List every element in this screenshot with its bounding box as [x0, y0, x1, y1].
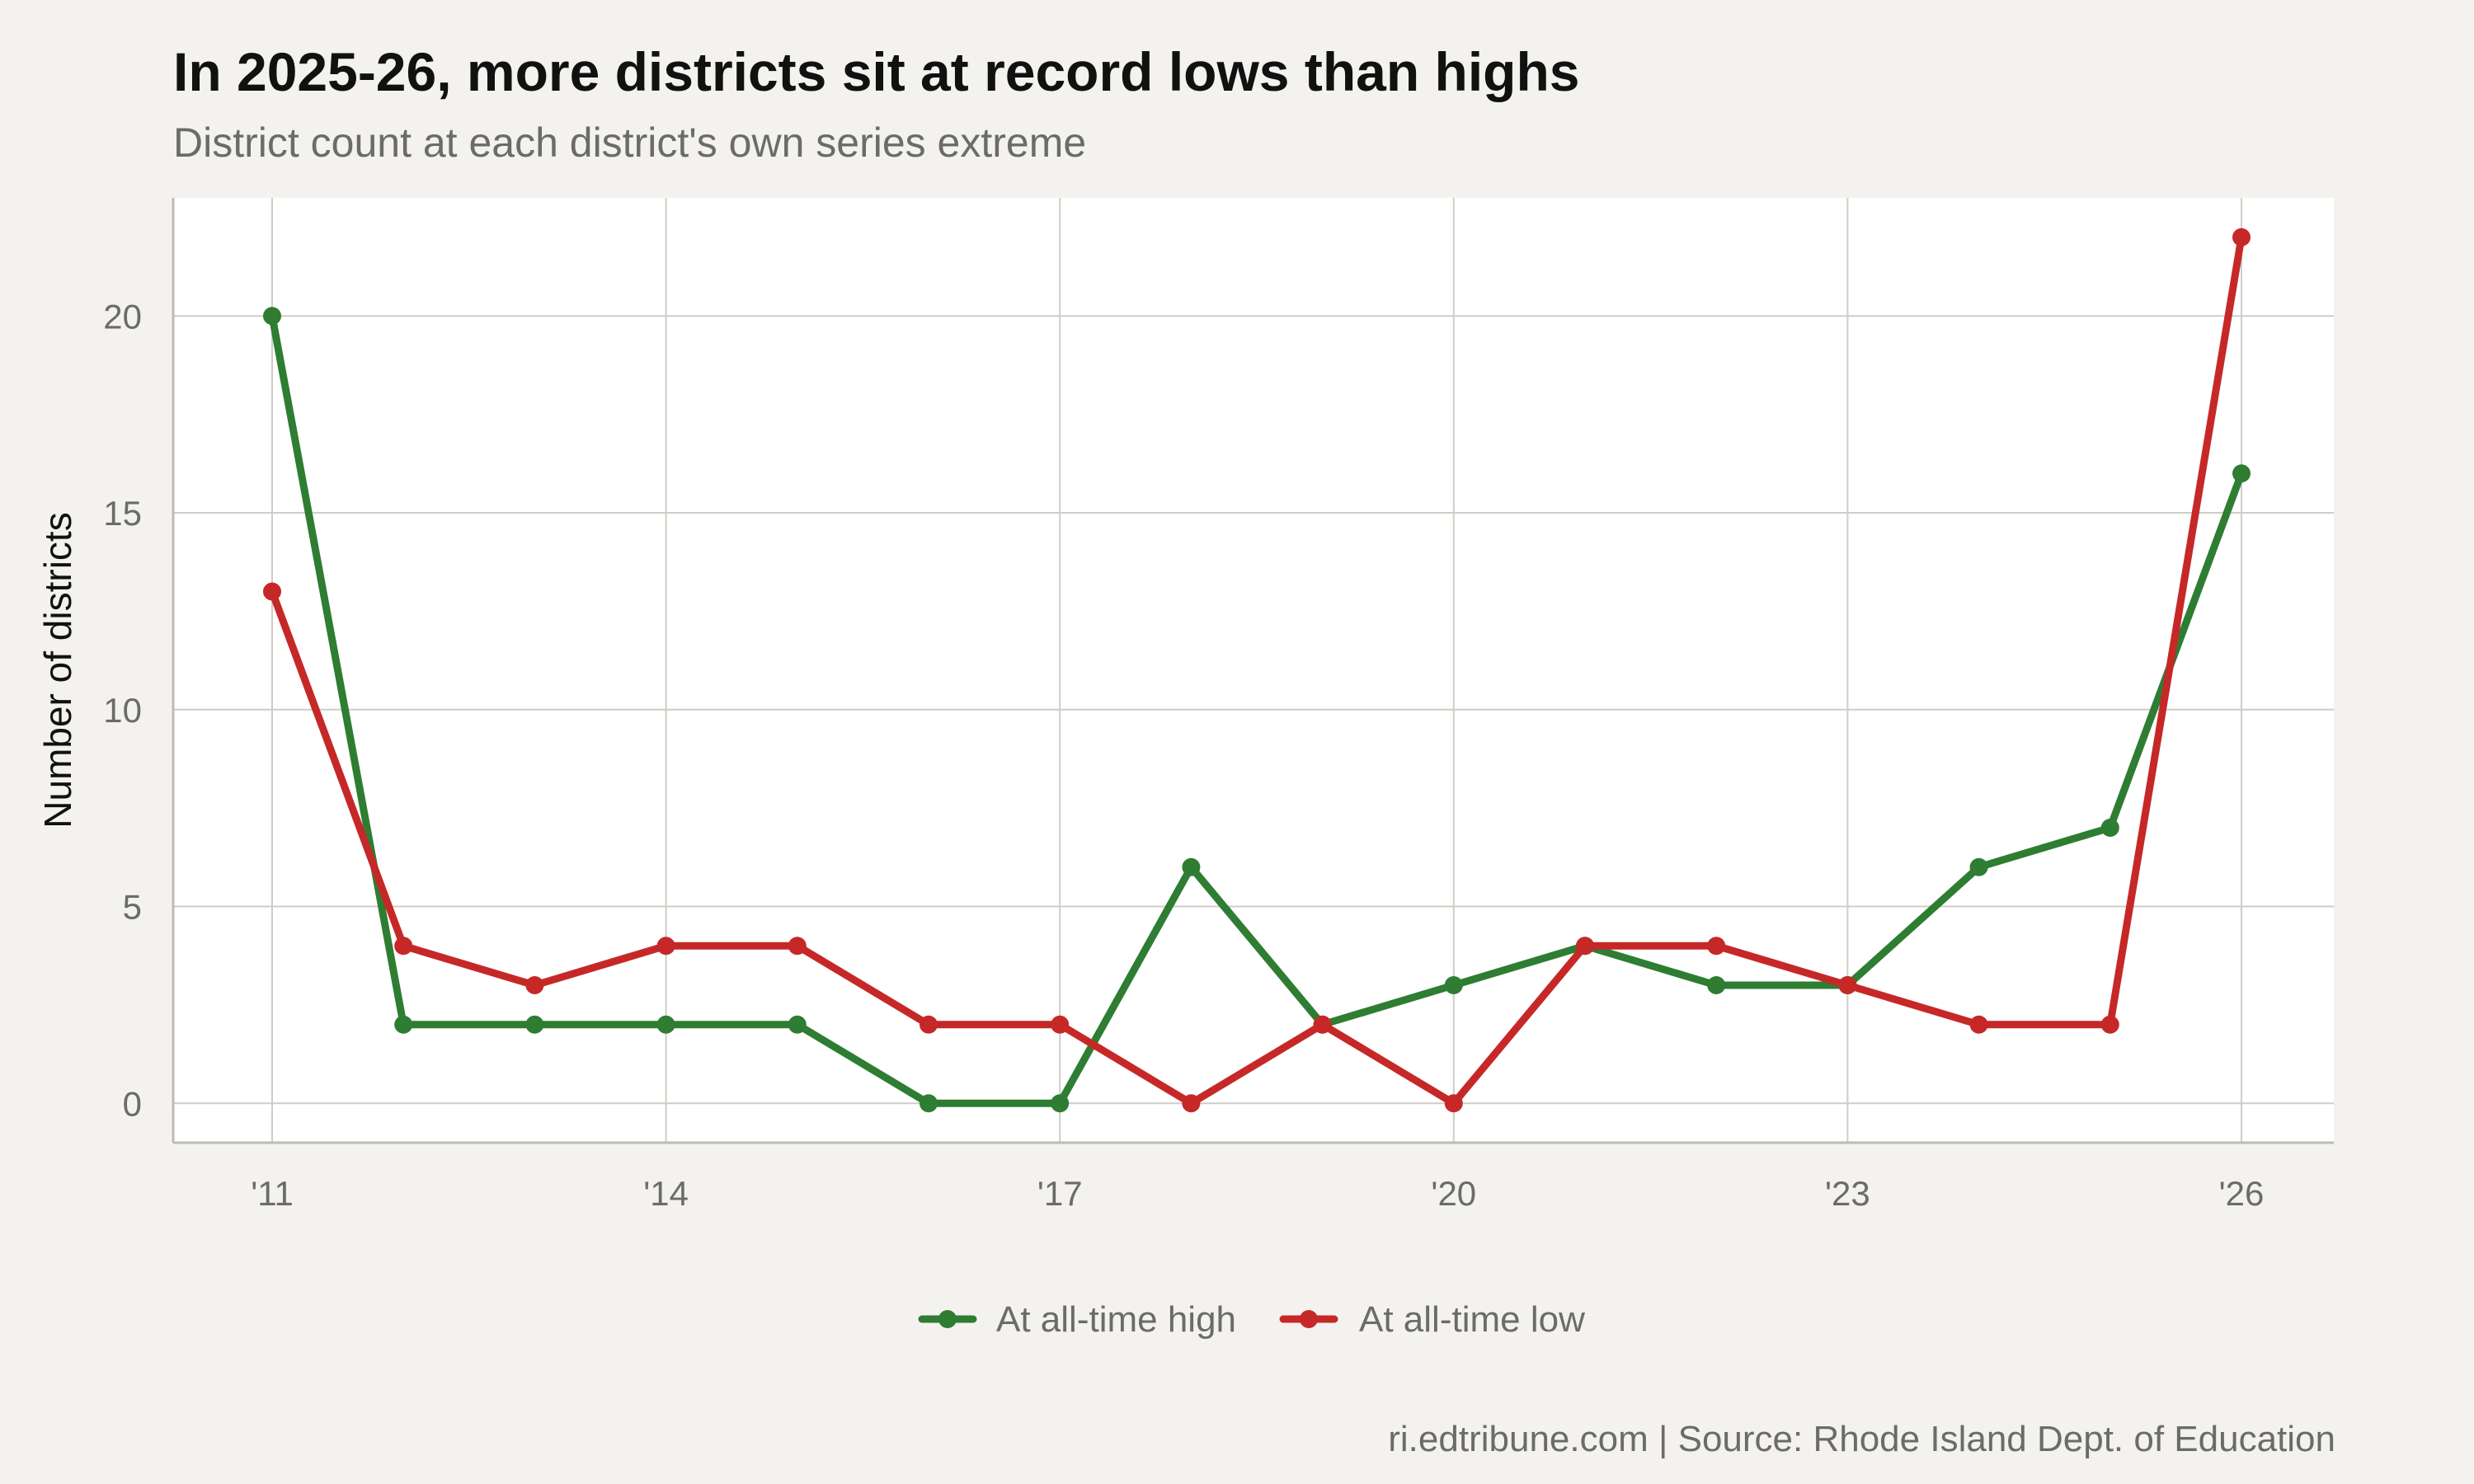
y-tick-label: 15: [103, 494, 142, 533]
y-tick-label: 10: [103, 691, 142, 730]
y-tick-label: 0: [123, 1084, 142, 1123]
series-line: [268, 312, 2246, 1107]
legend: At all-time high At all-time low: [918, 1299, 1585, 1340]
chart-caption: ri.edtribune.com | Source: Rhode Island …: [1388, 1419, 2335, 1459]
legend-item-at-all-time-low: At all-time low: [1279, 1299, 1585, 1340]
data-point: [394, 1015, 413, 1034]
axes: [172, 198, 2334, 1144]
data-point: [1182, 857, 1201, 876]
legend-label: At all-time low: [1359, 1299, 1585, 1340]
data-point: [920, 1094, 938, 1113]
series-at-all-time-low: [263, 228, 2251, 1113]
data-point: [1444, 1094, 1463, 1113]
data-point: [1051, 1094, 1070, 1113]
y-tick-label: 5: [123, 888, 142, 927]
data-point: [1838, 976, 1857, 994]
legend-key-point: [1300, 1310, 1318, 1328]
data-point: [1576, 937, 1594, 956]
data-point: [2232, 464, 2251, 483]
series-line: [268, 233, 2246, 1107]
grid: [173, 198, 2334, 1143]
y-axis-title: Number of districts: [36, 512, 79, 828]
data-point: [263, 582, 281, 601]
x-tick-label: '20: [1431, 1174, 1476, 1213]
data-point: [788, 937, 807, 956]
data-point: [1051, 1015, 1070, 1034]
data-point: [525, 976, 544, 994]
chart-title: In 2025-26, more districts sit at record…: [173, 41, 1580, 102]
data-point: [394, 937, 413, 956]
data-point: [1313, 1015, 1332, 1034]
data-point: [788, 1015, 807, 1034]
series: [263, 228, 2251, 1113]
data-point: [2100, 1015, 2119, 1034]
x-tick-label: '23: [1825, 1174, 1870, 1213]
legend-key-point: [938, 1310, 957, 1328]
data-point: [1444, 976, 1463, 994]
data-point: [1707, 937, 1726, 956]
data-point: [1969, 1015, 1988, 1034]
data-point: [656, 1015, 675, 1034]
data-point: [525, 1015, 544, 1034]
chart-subtitle: District count at each district's own se…: [173, 120, 1086, 166]
data-point: [2232, 228, 2251, 247]
x-tick-label: '11: [251, 1174, 294, 1213]
x-tick-label: '17: [1037, 1174, 1083, 1213]
y-tick-label: 20: [103, 297, 142, 336]
data-point: [1707, 976, 1726, 994]
x-tick-label: '14: [643, 1174, 689, 1213]
data-point: [1182, 1094, 1201, 1113]
plot-panel: [173, 198, 2334, 1143]
data-point: [656, 937, 675, 956]
legend-item-at-all-time-high: At all-time high: [918, 1299, 1236, 1340]
x-tick-label: '26: [2219, 1174, 2265, 1213]
data-point: [920, 1015, 938, 1034]
data-point: [1969, 857, 1988, 876]
data-point: [263, 307, 281, 326]
data-point: [2100, 819, 2119, 837]
tick-labels: 0 5 10 15 20 '11 '14 '17 '20 '23 '26: [103, 297, 2264, 1213]
legend-label: At all-time high: [996, 1299, 1236, 1340]
